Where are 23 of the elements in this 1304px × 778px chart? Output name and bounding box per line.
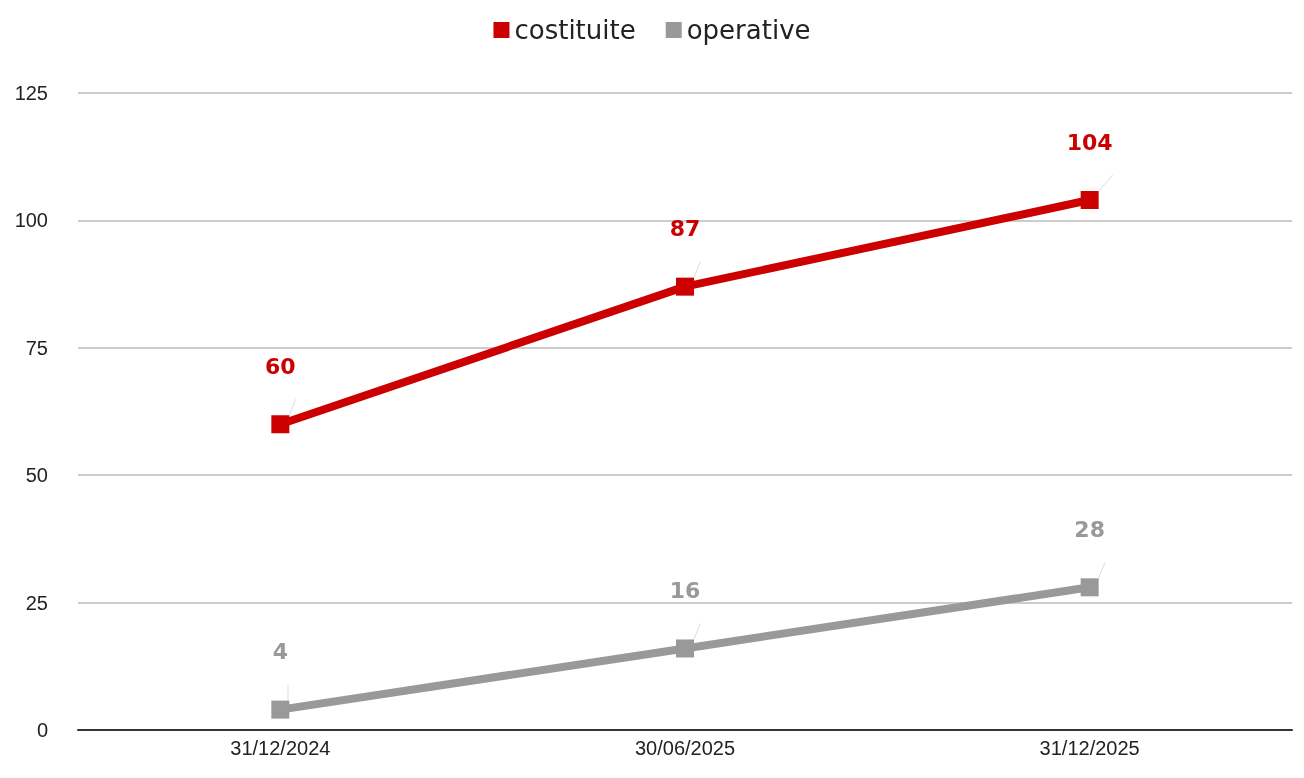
point bbox=[271, 700, 290, 719]
x-tick-label: 30/06/2025 bbox=[634, 737, 736, 759]
data-label: 87 bbox=[669, 216, 701, 242]
point bbox=[271, 415, 290, 434]
x-tick-label: 31/12/2025 bbox=[1039, 737, 1140, 759]
y-tick-label: 75 bbox=[25, 336, 48, 359]
data-label: 60 bbox=[265, 353, 296, 379]
legend-label: operative bbox=[686, 15, 811, 45]
y-tick-label: 100 bbox=[14, 209, 48, 232]
x-tick-label: 31/12/2024 bbox=[230, 737, 331, 759]
data-label: 4 bbox=[272, 639, 288, 665]
y-tick-label: 25 bbox=[25, 591, 48, 614]
point bbox=[676, 639, 694, 658]
legend-label: costituite bbox=[514, 15, 636, 45]
point bbox=[1080, 578, 1099, 597]
point bbox=[676, 277, 694, 296]
point bbox=[1080, 191, 1099, 210]
data-label: 16 bbox=[669, 577, 701, 603]
y-tick-label: 125 bbox=[14, 82, 48, 104]
data-label: 104 bbox=[1066, 129, 1113, 155]
y-tick-label: 0 bbox=[36, 719, 48, 741]
y-tick-label: 50 bbox=[25, 464, 48, 487]
data-label: 28 bbox=[1074, 516, 1105, 542]
